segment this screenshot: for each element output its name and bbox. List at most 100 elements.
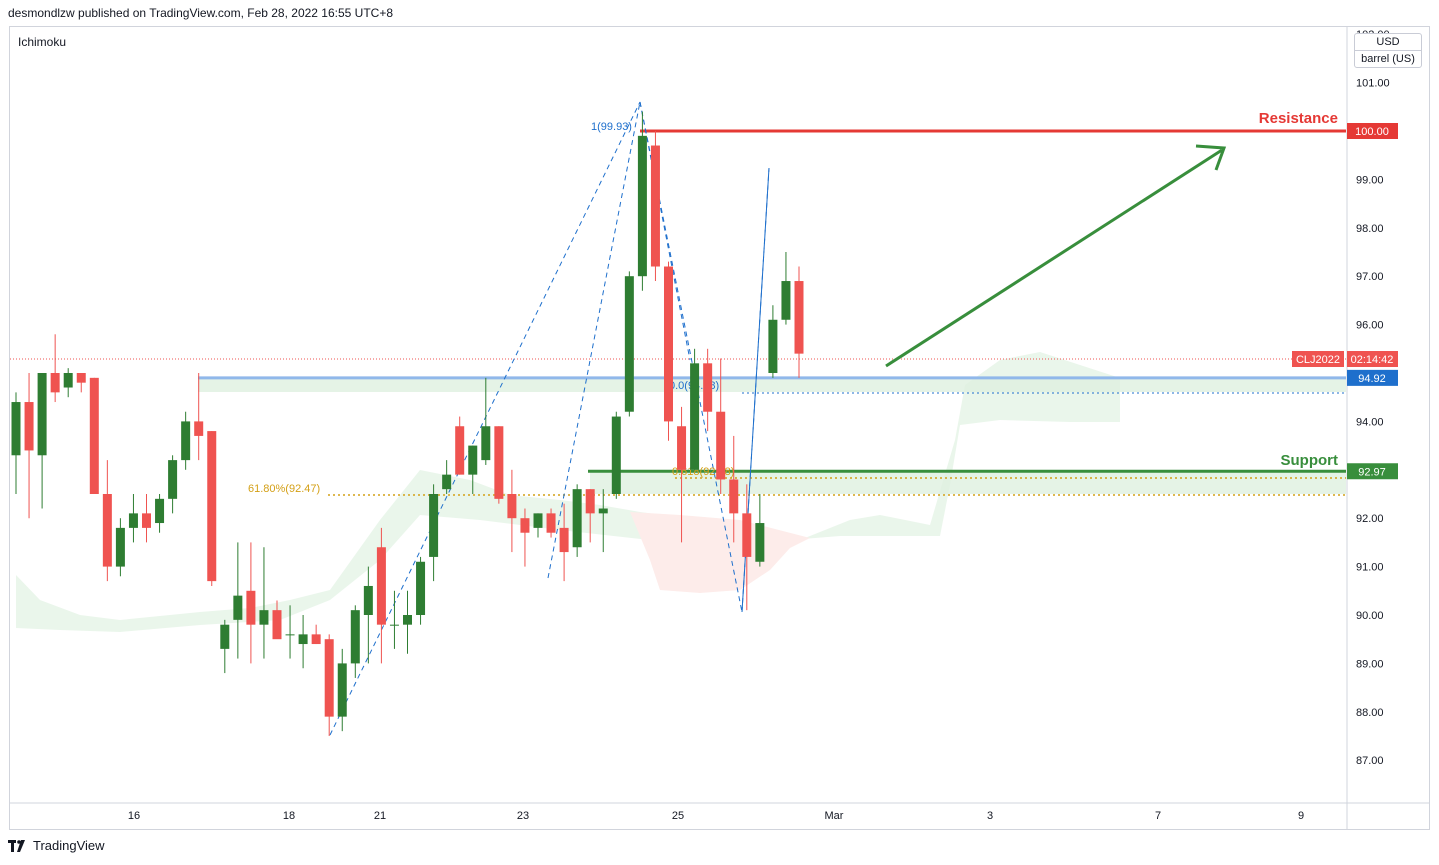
candle xyxy=(403,590,412,654)
candle-body xyxy=(429,494,439,557)
support-price-tag-bg xyxy=(1347,463,1398,480)
candle xyxy=(311,624,321,645)
x-tick-label: 21 xyxy=(374,810,386,822)
candle-body xyxy=(416,561,426,615)
publish-info: desmondlzw published on TradingView.com,… xyxy=(8,6,394,20)
candle xyxy=(520,508,530,567)
candle-body xyxy=(102,494,112,567)
candle xyxy=(128,494,138,543)
candle-body xyxy=(664,266,673,422)
candle xyxy=(494,426,504,504)
fib-swing-down xyxy=(639,101,743,613)
x-tick-label: 9 xyxy=(1298,810,1304,822)
candle-body xyxy=(494,426,504,499)
candle xyxy=(350,605,360,678)
symbol-tag: CLJ2022 xyxy=(1292,351,1344,367)
support-price-tag: 92.97 xyxy=(1347,463,1398,480)
candle-body xyxy=(11,402,21,456)
candle xyxy=(664,261,673,441)
candle xyxy=(37,373,47,509)
candle-body xyxy=(376,547,386,625)
candle xyxy=(50,334,60,403)
candle-body xyxy=(168,460,178,499)
candle xyxy=(429,484,439,582)
footer-brand[interactable]: TradingView xyxy=(33,838,105,853)
footer: TradingView xyxy=(8,838,105,853)
candle xyxy=(389,590,399,649)
candle-body xyxy=(350,610,360,664)
last-price-tag: 94.92 xyxy=(1347,369,1398,386)
candle-body xyxy=(481,426,491,461)
candle xyxy=(416,556,426,625)
candle-body xyxy=(115,527,125,567)
candle xyxy=(376,527,386,664)
candle-body xyxy=(89,377,99,494)
candle-body xyxy=(50,373,60,393)
candle-body xyxy=(781,281,791,320)
x-tick-label: 23 xyxy=(517,810,529,822)
indicator-label[interactable]: Ichimoku xyxy=(18,35,67,49)
x-tick-label: 3 xyxy=(987,810,993,822)
candle xyxy=(363,566,373,664)
countdown-tag-text: 02:14:42 xyxy=(1351,354,1394,366)
countdown-tag-bg xyxy=(1347,351,1398,367)
unit-selector[interactable]: USD barrel (US) xyxy=(1354,33,1422,68)
candle xyxy=(768,305,778,378)
candle xyxy=(624,271,634,417)
candle-body xyxy=(24,402,34,451)
trend-arrow-head xyxy=(1195,144,1227,171)
y-tick-label: 89.00 xyxy=(1356,658,1384,670)
candle xyxy=(650,131,660,282)
last-price-tag-text: 94.92 xyxy=(1358,373,1386,385)
chart-frame xyxy=(9,26,1430,830)
candle-body xyxy=(585,489,595,514)
candle xyxy=(233,542,243,659)
candle xyxy=(546,508,556,538)
candle xyxy=(468,445,478,494)
candle xyxy=(181,411,191,470)
y-tick-label: 98.00 xyxy=(1356,223,1384,235)
candle-body xyxy=(311,634,321,645)
support-price-tag-text: 92.97 xyxy=(1358,466,1386,478)
fib-label-61-8: 61.80%(92.47) xyxy=(248,483,320,495)
candle-body xyxy=(194,421,204,436)
candle xyxy=(572,484,582,557)
candle xyxy=(272,600,282,640)
candle-body xyxy=(742,513,752,557)
candle-body xyxy=(363,585,373,615)
candle-body xyxy=(468,445,478,475)
fib-swing-up xyxy=(329,101,641,736)
candle-body xyxy=(155,498,165,524)
resistance-price-tag-bg xyxy=(1347,123,1398,139)
candle xyxy=(677,406,687,543)
candle xyxy=(755,494,765,567)
x-tick-label: 16 xyxy=(128,810,140,822)
candle xyxy=(716,358,726,494)
candle xyxy=(637,111,647,291)
y-tick-label: 92.00 xyxy=(1356,513,1384,525)
candle-body xyxy=(389,624,399,626)
candle-body xyxy=(259,610,269,625)
candle xyxy=(194,373,204,461)
candle-body xyxy=(611,416,621,494)
ichimoku-cloud-bearish xyxy=(630,512,810,593)
candle-body xyxy=(272,610,282,640)
candle-body xyxy=(768,319,778,373)
fib-swing-down-2 xyxy=(639,101,691,361)
demand-zone xyxy=(198,378,1346,392)
candle xyxy=(11,392,21,494)
candle xyxy=(246,542,256,664)
fib-label-1: 1(99.93) xyxy=(591,121,632,133)
candle-body xyxy=(63,373,73,388)
candle xyxy=(142,494,151,543)
candle-body xyxy=(716,411,726,480)
candle-body xyxy=(729,479,739,514)
trend-arrow xyxy=(885,148,1223,368)
y-tick-label: 88.00 xyxy=(1356,707,1384,719)
candle-body xyxy=(37,373,47,456)
candle xyxy=(455,416,465,475)
candle xyxy=(63,368,73,398)
candle xyxy=(220,619,230,674)
resistance-price-tag-text: 100.00 xyxy=(1355,126,1389,138)
